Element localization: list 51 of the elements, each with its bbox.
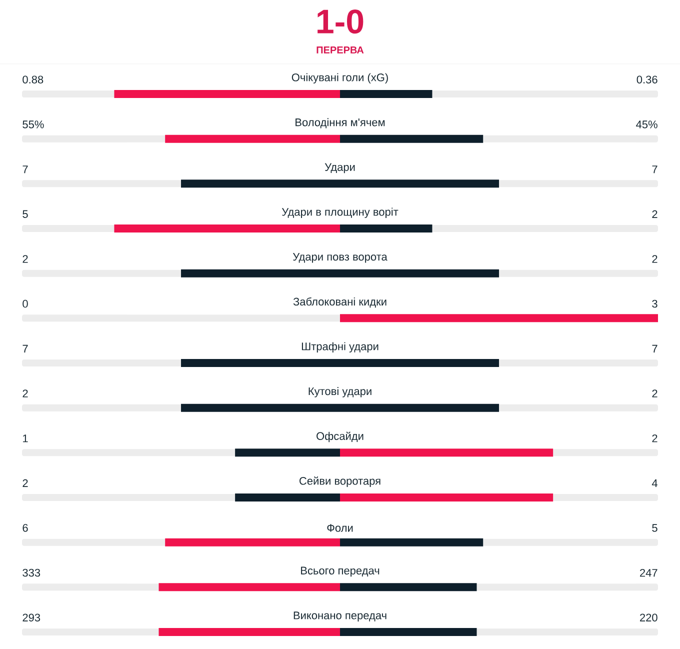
y-tick-label: Удари повз ворота <box>292 252 388 263</box>
y-tick-label: Виконано передач <box>294 612 386 622</box>
y-tick-label: Штрафні удари <box>302 342 378 352</box>
annotation: 7 <box>652 166 658 174</box>
y-tick-label: Фоли <box>327 524 353 532</box>
text: 293 <box>22 614 40 622</box>
annotation: 2 <box>652 434 658 442</box>
annotation: 5 <box>652 524 658 532</box>
bar <box>340 628 477 636</box>
annotation: 0.36 <box>636 76 658 84</box>
y-tick-label: Очікувані голи (xG) <box>292 73 388 84</box>
bar <box>158 628 340 636</box>
bar <box>158 583 340 592</box>
bar <box>340 224 432 232</box>
annotation: 247 <box>640 568 658 577</box>
annotation: 7 <box>652 344 658 352</box>
bar <box>340 134 484 143</box>
annotation: 3 <box>652 300 658 308</box>
y-tick-label: Удари <box>324 163 355 174</box>
text: 2 <box>22 255 28 263</box>
text: 7 <box>22 344 28 352</box>
y-tick-label: Кутові удари <box>308 387 372 398</box>
annotation: 2 <box>652 210 658 218</box>
text: 6 <box>22 524 28 532</box>
text: 2 <box>22 479 28 487</box>
text: 55% <box>22 120 44 128</box>
y-tick-label: Сейви воротаря <box>300 476 380 487</box>
y-tick-label: Офсайди <box>316 432 364 442</box>
text: 0.88 <box>22 76 44 84</box>
bar <box>340 583 477 592</box>
bar <box>340 538 484 546</box>
text: 5 <box>22 210 28 218</box>
text: 1 <box>23 434 28 442</box>
text: 0 <box>22 300 28 308</box>
annotation: 220 <box>640 614 658 622</box>
y-tick-label: Заблоковані кидки <box>293 297 386 308</box>
y-tick-label: Удари в площину воріт <box>282 208 398 218</box>
text: 333 <box>22 568 40 577</box>
annotation: 4 <box>652 479 658 487</box>
bar <box>340 90 432 98</box>
text: 7 <box>22 166 28 174</box>
y-tick-label: Всього передач <box>301 566 380 577</box>
annotation: 45% <box>636 120 658 128</box>
text: 2 <box>22 390 28 398</box>
bar <box>165 538 340 546</box>
annotation: 2 <box>652 255 658 263</box>
bar <box>165 134 340 143</box>
chart-title: 1-0 <box>318 10 364 34</box>
annotation: 2 <box>652 390 658 398</box>
y-tick-label: Володіння м'ячем <box>296 118 385 128</box>
chart-subtitle: ПЕРЕРВА <box>316 46 364 54</box>
